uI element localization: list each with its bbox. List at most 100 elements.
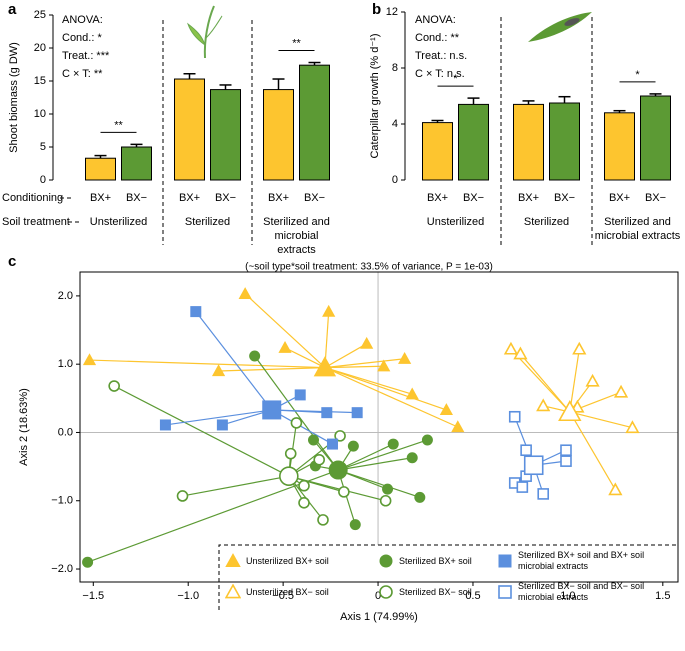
spoke: [324, 367, 447, 411]
legend-bg: [219, 545, 677, 581]
point: [334, 430, 346, 442]
legend-swatch: [225, 584, 241, 599]
panel-label: a: [8, 1, 17, 18]
spoke: [271, 409, 358, 414]
y-tick-label: 4: [392, 118, 398, 130]
spoke: [569, 411, 616, 491]
spoke: [337, 439, 428, 471]
point: [536, 398, 551, 412]
leaf-icon: [528, 12, 592, 42]
point: [414, 491, 426, 503]
point: [190, 306, 202, 318]
spoke: [337, 469, 421, 498]
spoke: [337, 443, 394, 471]
x-tick-label: −1.5: [82, 590, 104, 602]
point: [387, 438, 399, 450]
spoke: [89, 359, 325, 369]
y-tick-label: −2.0: [51, 563, 73, 575]
spoke: [324, 365, 384, 369]
point: [108, 380, 120, 392]
y-axis-label: Shoot biomass (g DW): [8, 42, 20, 153]
legend-text: Sterilized BX− soil and BX− soil microbi…: [518, 581, 645, 602]
spoke: [338, 457, 413, 471]
point: [284, 447, 297, 460]
point: [349, 519, 361, 531]
centroid: [328, 460, 348, 480]
x-tick-label: BX+: [90, 192, 111, 204]
spoke: [569, 411, 633, 429]
significance-label: *: [453, 73, 458, 85]
bar: [85, 157, 116, 181]
y-tick-label: 1.0: [58, 358, 73, 370]
chart-title: (~soil type*soil treatment: 33.5% of var…: [245, 262, 493, 273]
x-tick-label: −1.0: [177, 590, 199, 602]
x-tick-label: BX+: [179, 192, 200, 204]
x-tick-label: BX−: [463, 192, 484, 204]
centroid: [262, 400, 282, 420]
point: [405, 387, 419, 400]
point: [585, 373, 600, 387]
spoke: [519, 353, 571, 413]
point: [406, 452, 418, 464]
point: [298, 479, 310, 492]
anova-text: ANOVA:: [62, 14, 103, 26]
centroid: [523, 455, 544, 476]
row-label: Conditioning: [2, 192, 63, 204]
x-tick-label: BX−: [126, 192, 147, 204]
plant-icon: [187, 5, 223, 59]
x-tick-label: BX−: [215, 192, 236, 204]
point: [560, 444, 572, 457]
legend-item: Sterilized BX− soil: [378, 581, 523, 603]
legend-swatch: [225, 553, 241, 568]
bar: [174, 78, 205, 181]
point: [377, 359, 391, 372]
y-tick-label: 0: [392, 174, 398, 186]
legend-swatch: [498, 585, 512, 599]
legend-item: Unsterilized BX− soil: [225, 581, 370, 603]
bar: [299, 64, 330, 181]
y-tick-label: 2.0: [58, 290, 73, 302]
legend-marker: [225, 553, 241, 568]
point: [608, 482, 623, 496]
point: [294, 389, 306, 401]
bar: [549, 102, 580, 181]
legend-text: Sterilized BX+ soil: [399, 555, 472, 566]
point: [351, 407, 363, 419]
x-tick-label: BX−: [304, 192, 325, 204]
legend-item: Sterilized BX+ soil: [378, 550, 523, 572]
anova-text: Treat.: n.s.: [415, 50, 467, 62]
legend-marker: [498, 554, 512, 568]
x-tick-label: 0: [375, 590, 381, 602]
y-tick-label: 25: [34, 9, 46, 21]
y-tick-label: 5: [40, 141, 46, 153]
x-axis-label: Axis 1 (74.99%): [340, 611, 418, 623]
row-label: Soil treatment: [2, 216, 70, 228]
point: [347, 440, 359, 452]
spoke: [195, 311, 273, 411]
point: [211, 364, 226, 377]
legend-text: Sterilized BX− soil: [399, 586, 472, 597]
point: [298, 496, 310, 509]
spoke: [337, 469, 356, 525]
bar: [458, 103, 489, 181]
y-tick-label: −1.0: [51, 495, 73, 507]
point: [238, 287, 252, 299]
spoke: [284, 347, 326, 369]
point: [290, 417, 303, 429]
spoke: [218, 366, 325, 372]
group-label: Sterilized and microbial extracts: [594, 216, 681, 242]
centroid: [558, 399, 582, 422]
legend-item: Sterilized BX− soil and BX− soil microbi…: [497, 581, 672, 603]
centroid: [313, 356, 337, 377]
y-axis-label: Axis 2 (18.63%): [18, 388, 30, 466]
bar: [513, 103, 544, 181]
centroid: [279, 466, 299, 486]
legend-marker: [379, 585, 393, 599]
point: [308, 434, 320, 446]
group-label: Unsterilized: [89, 216, 148, 228]
x-tick-label: 0.5: [465, 590, 480, 602]
anova-text: Treat.: ***: [62, 50, 110, 62]
point: [382, 483, 394, 495]
